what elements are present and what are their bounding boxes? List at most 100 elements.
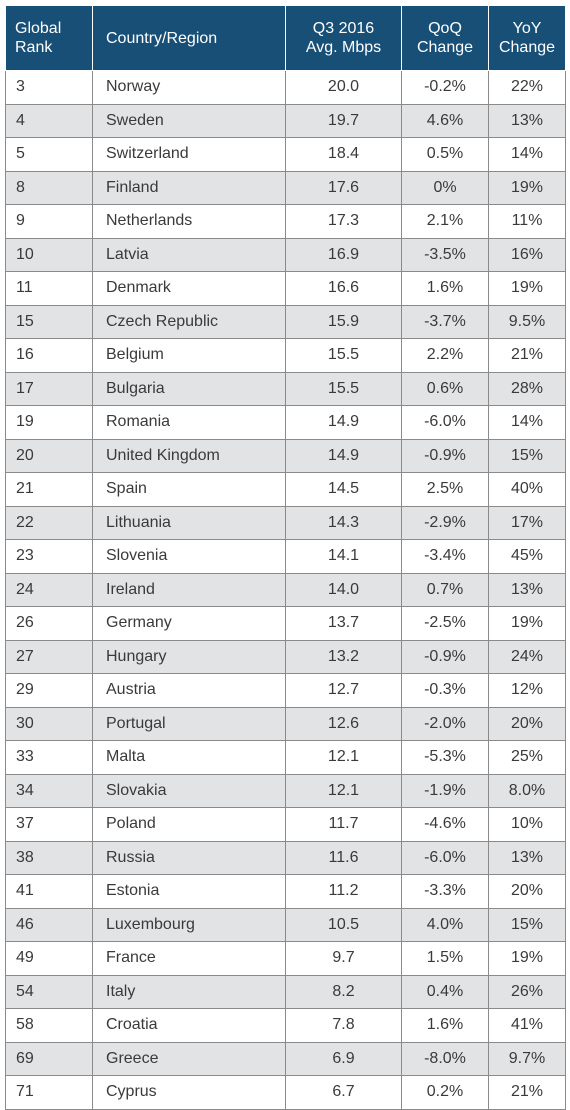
cell-global-rank: 33 xyxy=(5,740,93,775)
cell-country: Luxembourg xyxy=(92,907,286,942)
cell-country: Greece xyxy=(92,1041,286,1076)
cell-global-rank: 69 xyxy=(5,1041,93,1076)
cell-qoq-change: 4.0% xyxy=(401,907,489,942)
table-row[interactable]: 21 Spain 14.5 2.5% 40% xyxy=(5,472,566,507)
table-row[interactable]: 20 United Kingdom 14.9 -0.9% 15% xyxy=(5,438,566,473)
cell-country: Bulgaria xyxy=(92,371,286,406)
cell-global-rank: 20 xyxy=(5,438,93,473)
cell-qoq-change: 0% xyxy=(401,170,489,205)
cell-avg-mbps: 13.7 xyxy=(285,606,402,641)
table-row[interactable]: 37 Poland 11.7 -4.6% 10% xyxy=(5,807,566,842)
cell-avg-mbps: 17.3 xyxy=(285,204,402,239)
cell-global-rank: 26 xyxy=(5,606,93,641)
cell-qoq-change: -6.0% xyxy=(401,405,489,440)
cell-yoy-change: 13% xyxy=(488,840,566,875)
cell-qoq-change: -0.2% xyxy=(401,70,489,105)
cell-country: Cyprus xyxy=(92,1075,286,1110)
table-row[interactable]: 22 Lithuania 14.3 -2.9% 17% xyxy=(5,505,566,540)
header-country-region[interactable]: Country/Region xyxy=(92,5,286,71)
cell-yoy-change: 19% xyxy=(488,941,566,976)
cell-global-rank: 38 xyxy=(5,840,93,875)
cell-qoq-change: -0.9% xyxy=(401,438,489,473)
cell-global-rank: 10 xyxy=(5,237,93,272)
cell-yoy-change: 13% xyxy=(488,572,566,607)
cell-avg-mbps: 14.0 xyxy=(285,572,402,607)
table-row[interactable]: 29 Austria 12.7 -0.3% 12% xyxy=(5,673,566,708)
cell-global-rank: 49 xyxy=(5,941,93,976)
table-row[interactable]: 19 Romania 14.9 -6.0% 14% xyxy=(5,405,566,440)
cell-global-rank: 23 xyxy=(5,539,93,574)
table-row[interactable]: 71 Cyprus 6.7 0.2% 21% xyxy=(5,1075,566,1110)
table-row[interactable]: 49 France 9.7 1.5% 19% xyxy=(5,941,566,976)
cell-avg-mbps: 9.7 xyxy=(285,941,402,976)
header-avg-mbps-line2: Avg. Mbps xyxy=(305,39,382,56)
table-row[interactable]: 46 Luxembourg 10.5 4.0% 15% xyxy=(5,907,566,942)
cell-yoy-change: 20% xyxy=(488,706,566,741)
cell-qoq-change: 1.5% xyxy=(401,941,489,976)
cell-qoq-change: 1.6% xyxy=(401,1008,489,1043)
table-row[interactable]: 27 Hungary 13.2 -0.9% 24% xyxy=(5,639,566,674)
table-row[interactable]: 38 Russia 11.6 -6.0% 13% xyxy=(5,840,566,875)
cell-country: Austria xyxy=(92,673,286,708)
table-row[interactable]: 11 Denmark 16.6 1.6% 19% xyxy=(5,271,566,306)
table-row[interactable]: 17 Bulgaria 15.5 0.6% 28% xyxy=(5,371,566,406)
cell-qoq-change: -1.9% xyxy=(401,773,489,808)
table-row[interactable]: 69 Greece 6.9 -8.0% 9.7% xyxy=(5,1041,566,1076)
cell-global-rank: 19 xyxy=(5,405,93,440)
cell-qoq-change: 4.6% xyxy=(401,103,489,138)
table-row[interactable]: 41 Estonia 11.2 -3.3% 20% xyxy=(5,874,566,909)
cell-global-rank: 54 xyxy=(5,974,93,1009)
cell-avg-mbps: 8.2 xyxy=(285,974,402,1009)
table-row[interactable]: 34 Slovakia 12.1 -1.9% 8.0% xyxy=(5,773,566,808)
table-row[interactable]: 26 Germany 13.7 -2.5% 19% xyxy=(5,606,566,641)
cell-yoy-change: 40% xyxy=(488,472,566,507)
cell-country: Malta xyxy=(92,740,286,775)
cell-qoq-change: 2.1% xyxy=(401,204,489,239)
cell-country: Belgium xyxy=(92,338,286,373)
table-row[interactable]: 10 Latvia 16.9 -3.5% 16% xyxy=(5,237,566,272)
cell-country: Latvia xyxy=(92,237,286,272)
table-row[interactable]: 3 Norway 20.0 -0.2% 22% xyxy=(5,70,566,105)
cell-qoq-change: -3.5% xyxy=(401,237,489,272)
cell-qoq-change: -5.3% xyxy=(401,740,489,775)
table-body: 3 Norway 20.0 -0.2% 22% 4 Sweden 19.7 4.6% 13% 5 Sw… xyxy=(5,70,566,1110)
cell-qoq-change: 0.6% xyxy=(401,371,489,406)
cell-global-rank: 22 xyxy=(5,505,93,540)
cell-avg-mbps: 17.6 xyxy=(285,170,402,205)
cell-yoy-change: 20% xyxy=(488,874,566,909)
header-qoq-change[interactable]: QoQ Change xyxy=(401,5,489,71)
cell-country: Netherlands xyxy=(92,204,286,239)
table-row[interactable]: 54 Italy 8.2 0.4% 26% xyxy=(5,974,566,1009)
cell-qoq-change: -3.7% xyxy=(401,304,489,339)
table-row[interactable]: 23 Slovenia 14.1 -3.4% 45% xyxy=(5,539,566,574)
cell-avg-mbps: 15.9 xyxy=(285,304,402,339)
table-row[interactable]: 8 Finland 17.6 0% 19% xyxy=(5,170,566,205)
cell-yoy-change: 25% xyxy=(488,740,566,775)
table-row[interactable]: 16 Belgium 15.5 2.2% 21% xyxy=(5,338,566,373)
header-global-rank[interactable]: Global Rank xyxy=(5,5,93,71)
table-row[interactable]: 5 Switzerland 18.4 0.5% 14% xyxy=(5,137,566,172)
cell-yoy-change: 41% xyxy=(488,1008,566,1043)
header-yoy-change[interactable]: YoY Change xyxy=(488,5,566,71)
cell-qoq-change: -2.0% xyxy=(401,706,489,741)
table-row[interactable]: 15 Czech Republic 15.9 -3.7% 9.5% xyxy=(5,304,566,339)
table-row[interactable]: 30 Portugal 12.6 -2.0% 20% xyxy=(5,706,566,741)
cell-yoy-change: 10% xyxy=(488,807,566,842)
table-row[interactable]: 9 Netherlands 17.3 2.1% 11% xyxy=(5,204,566,239)
table-row[interactable]: 24 Ireland 14.0 0.7% 13% xyxy=(5,572,566,607)
header-avg-mbps[interactable]: Q3 2016 Avg. Mbps xyxy=(285,5,402,71)
cell-yoy-change: 26% xyxy=(488,974,566,1009)
table-header: Global Rank Country/Region Q3 2016 Avg. … xyxy=(5,5,566,71)
cell-country: United Kingdom xyxy=(92,438,286,473)
table-row[interactable]: 33 Malta 12.1 -5.3% 25% xyxy=(5,740,566,775)
cell-yoy-change: 12% xyxy=(488,673,566,708)
header-yoy-change-line2: Change xyxy=(498,39,556,56)
table-row[interactable]: 4 Sweden 19.7 4.6% 13% xyxy=(5,103,566,138)
cell-country: Lithuania xyxy=(92,505,286,540)
table-row[interactable]: 58 Croatia 7.8 1.6% 41% xyxy=(5,1008,566,1043)
cell-avg-mbps: 11.2 xyxy=(285,874,402,909)
cell-yoy-change: 9.7% xyxy=(488,1041,566,1076)
cell-avg-mbps: 6.9 xyxy=(285,1041,402,1076)
header-qoq-change-line1: QoQ xyxy=(428,20,462,37)
cell-avg-mbps: 12.1 xyxy=(285,740,402,775)
